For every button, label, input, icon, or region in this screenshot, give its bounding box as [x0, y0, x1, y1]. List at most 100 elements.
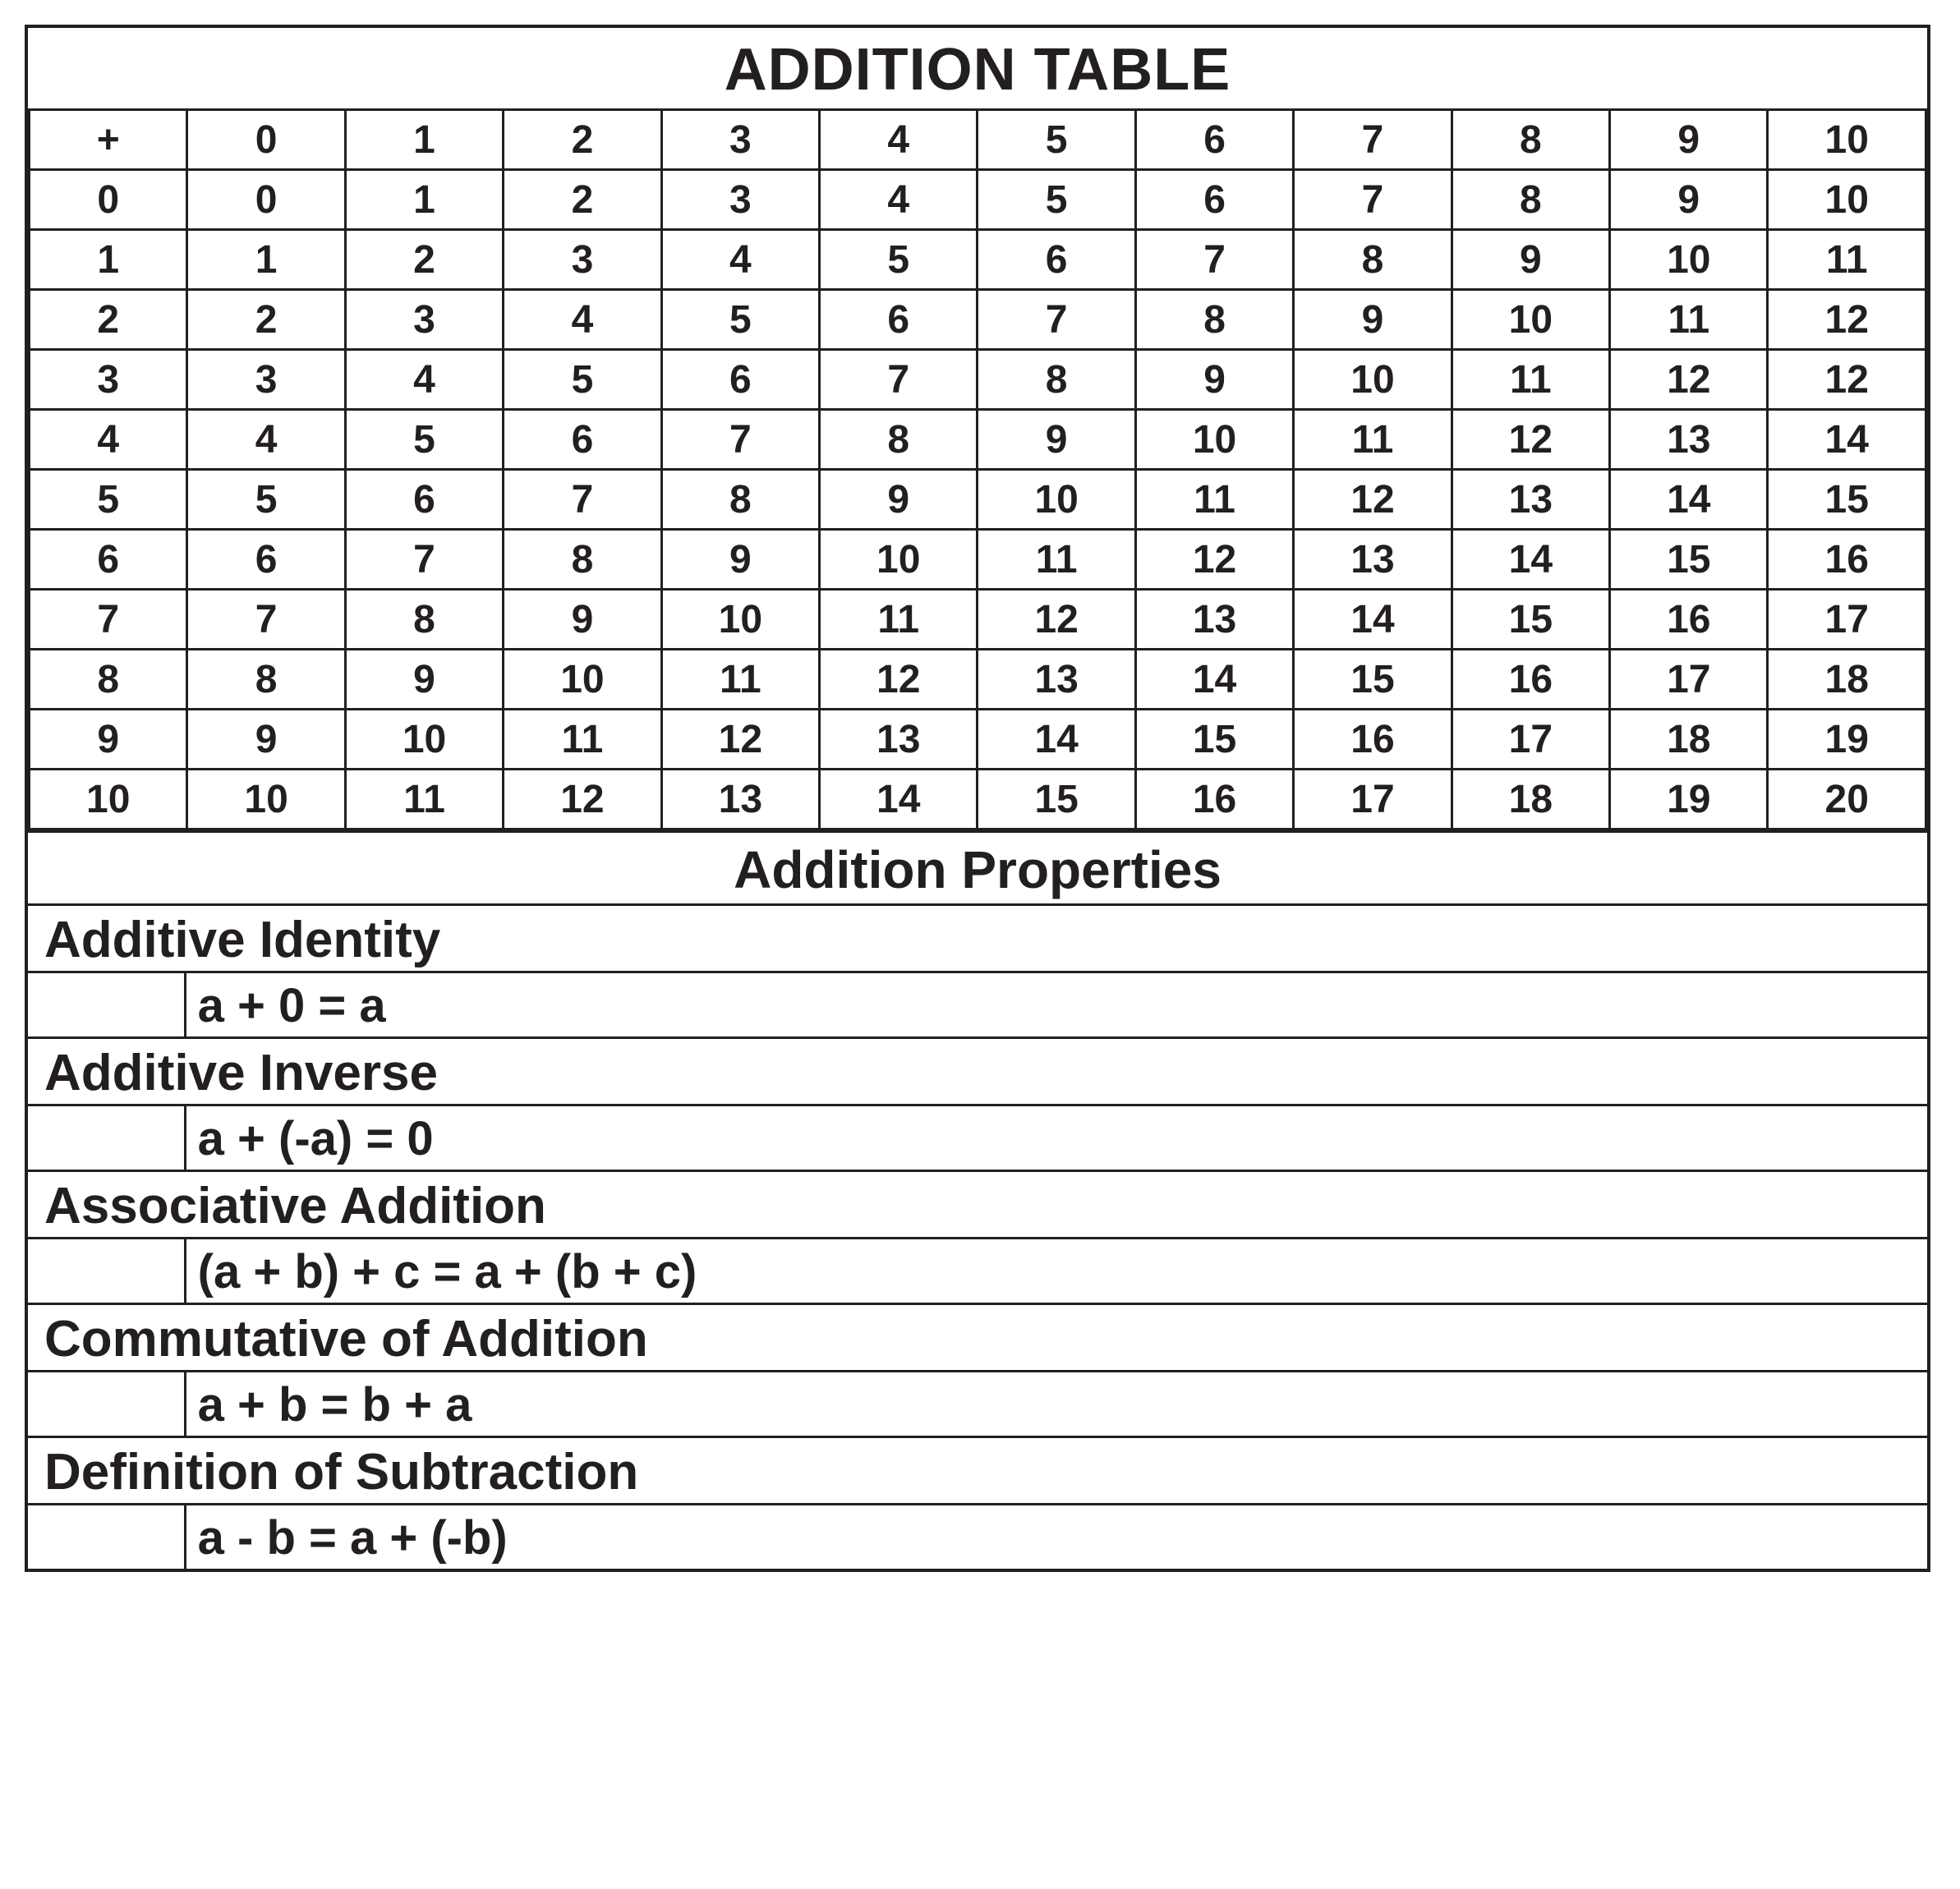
- property-section: Definition of Subtractiona - b = a + (-b…: [28, 1436, 1927, 1569]
- grid-cell: 13: [661, 770, 819, 830]
- grid-cell: 10: [1768, 170, 1926, 230]
- grid-cell: 4: [504, 290, 661, 350]
- grid-data-row: 9910111213141516171819: [30, 710, 1926, 770]
- grid-cell: 6: [661, 350, 819, 410]
- grid-cell: 18: [1452, 770, 1609, 830]
- addition-table-container: ADDITION TABLE +012345678910001234567891…: [25, 25, 1930, 1572]
- grid-cell: 15: [1768, 470, 1926, 530]
- grid-cell: 11: [978, 530, 1135, 590]
- grid-cell: 18: [1768, 650, 1926, 710]
- property-name: Definition of Subtraction: [28, 1438, 1927, 1503]
- grid-cell: 12: [1610, 350, 1768, 410]
- grid-cell: 2: [345, 230, 503, 290]
- grid-cell: 1: [345, 110, 503, 170]
- grid-cell: 12: [1135, 530, 1293, 590]
- grid-cell: 0: [30, 170, 187, 230]
- grid-cell: 13: [820, 710, 978, 770]
- grid-cell: 10: [1768, 110, 1926, 170]
- grid-cell: 8: [820, 410, 978, 470]
- grid-cell: 12: [978, 590, 1135, 650]
- property-section: Additive Identitya + 0 = a: [28, 903, 1927, 1036]
- grid-cell: 14: [978, 710, 1135, 770]
- grid-cell: +: [30, 110, 187, 170]
- grid-cell: 8: [504, 530, 661, 590]
- grid-cell: 9: [345, 650, 503, 710]
- grid-cell: 17: [1452, 710, 1609, 770]
- grid-cell: 10: [1135, 410, 1293, 470]
- grid-cell: 9: [820, 470, 978, 530]
- grid-cell: 4: [661, 230, 819, 290]
- grid-cell: 9: [1294, 290, 1452, 350]
- grid-cell: 10: [345, 710, 503, 770]
- grid-cell: 11: [1452, 350, 1609, 410]
- grid-cell: 17: [1768, 590, 1926, 650]
- grid-cell: 9: [1610, 110, 1768, 170]
- grid-cell: 4: [30, 410, 187, 470]
- grid-cell: 9: [1610, 170, 1768, 230]
- grid-cell: 8: [345, 590, 503, 650]
- grid-cell: 6: [504, 410, 661, 470]
- grid-cell: 9: [1452, 230, 1609, 290]
- grid-cell: 7: [504, 470, 661, 530]
- grid-cell: 4: [345, 350, 503, 410]
- grid-cell: 7: [820, 350, 978, 410]
- grid-cell: 7: [345, 530, 503, 590]
- property-section: Additive Inversea + (-a) = 0: [28, 1036, 1927, 1170]
- grid-cell: 0: [187, 110, 345, 170]
- grid-cell: 3: [30, 350, 187, 410]
- grid-cell: 14: [820, 770, 978, 830]
- grid-cell: 12: [1768, 350, 1926, 410]
- grid-cell: 2: [30, 290, 187, 350]
- grid-cell: 5: [345, 410, 503, 470]
- grid-cell: 15: [1294, 650, 1452, 710]
- grid-cell: 1: [30, 230, 187, 290]
- grid-data-row: 223456789101112: [30, 290, 1926, 350]
- grid-cell: 7: [1294, 110, 1452, 170]
- grid-cell: 10: [30, 770, 187, 830]
- grid-cell: 9: [978, 410, 1135, 470]
- grid-cell: 3: [504, 230, 661, 290]
- grid-cell: 16: [1294, 710, 1452, 770]
- grid-cell: 9: [661, 530, 819, 590]
- property-name: Additive Identity: [28, 906, 1927, 971]
- grid-cell: 12: [1294, 470, 1452, 530]
- property-formula-row: a + b = b + a: [28, 1370, 1927, 1436]
- property-indent-cell: [28, 973, 186, 1036]
- grid-cell: 12: [504, 770, 661, 830]
- grid-cell: 3: [661, 170, 819, 230]
- grid-cell: 1: [187, 230, 345, 290]
- grid-cell: 20: [1768, 770, 1926, 830]
- property-name: Additive Inverse: [28, 1039, 1927, 1104]
- grid-cell: 3: [187, 350, 345, 410]
- grid-cell: 19: [1610, 770, 1768, 830]
- grid-data-row: 3345678910111212: [30, 350, 1926, 410]
- grid-cell: 5: [978, 170, 1135, 230]
- grid-cell: 11: [1294, 410, 1452, 470]
- grid-cell: 10: [504, 650, 661, 710]
- grid-cell: 13: [978, 650, 1135, 710]
- grid-cell: 5: [504, 350, 661, 410]
- grid-cell: 6: [187, 530, 345, 590]
- grid-cell: 13: [1610, 410, 1768, 470]
- grid-cell: 6: [820, 290, 978, 350]
- grid-cell: 5: [661, 290, 819, 350]
- grid-cell: 6: [978, 230, 1135, 290]
- grid-cell: 7: [1294, 170, 1452, 230]
- properties-title: Addition Properties: [28, 830, 1927, 903]
- grid-cell: 14: [1294, 590, 1452, 650]
- grid-cell: 5: [30, 470, 187, 530]
- property-formula: (a + b) + c = a + (b + c): [186, 1239, 1927, 1303]
- grid-cell: 7: [187, 590, 345, 650]
- grid-cell: 11: [661, 650, 819, 710]
- grid-data-row: 44567891011121314: [30, 410, 1926, 470]
- grid-cell: 5: [820, 230, 978, 290]
- grid-cell: 11: [820, 590, 978, 650]
- grid-cell: 10: [978, 470, 1135, 530]
- grid-cell: 9: [187, 710, 345, 770]
- grid-cell: 10: [1610, 230, 1768, 290]
- property-formula-row: a + 0 = a: [28, 971, 1927, 1036]
- property-name: Associative Addition: [28, 1172, 1927, 1237]
- grid-cell: 11: [345, 770, 503, 830]
- property-indent-cell: [28, 1106, 186, 1170]
- property-formula-row: a - b = a + (-b): [28, 1503, 1927, 1569]
